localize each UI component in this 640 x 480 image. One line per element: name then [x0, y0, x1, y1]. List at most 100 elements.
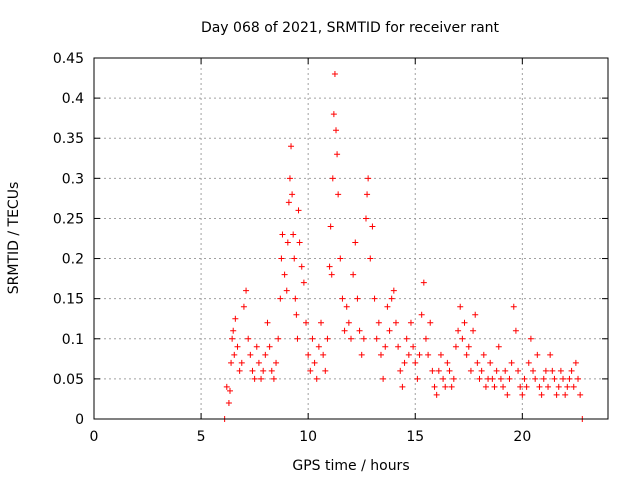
data-point — [495, 343, 502, 350]
x-tick-label: 5 — [197, 429, 206, 445]
data-point — [403, 335, 410, 342]
data-point — [358, 351, 365, 358]
data-point — [335, 191, 342, 198]
data-point — [253, 343, 260, 350]
data-point — [377, 351, 384, 358]
data-point — [364, 191, 371, 198]
data-point — [339, 295, 346, 302]
data-point — [534, 351, 541, 358]
data-point — [517, 383, 524, 390]
data-point — [572, 359, 579, 366]
data-point — [384, 303, 391, 310]
data-point — [329, 175, 336, 182]
data-point — [500, 383, 507, 390]
data-point — [313, 375, 320, 382]
data-point — [538, 391, 545, 398]
data-point — [388, 295, 395, 302]
data-point — [564, 383, 571, 390]
data-point — [330, 111, 337, 118]
y-tick-label: 0.05 — [53, 372, 84, 388]
data-point — [225, 399, 232, 406]
x-tick-label: 10 — [299, 429, 317, 445]
data-point — [444, 359, 451, 366]
data-point — [474, 359, 481, 366]
data-point — [245, 335, 252, 342]
data-point — [348, 335, 354, 342]
data-point — [414, 375, 421, 382]
data-point — [448, 383, 455, 390]
data-point — [521, 375, 528, 382]
data-point — [341, 327, 348, 334]
data-point — [547, 351, 554, 358]
chart-title: Day 068 of 2021, SRMTID for receiver ran… — [201, 20, 500, 36]
data-point — [303, 319, 310, 326]
data-point — [470, 327, 477, 334]
y-tick-label: 0.4 — [62, 91, 84, 107]
data-point — [315, 343, 322, 350]
data-point — [260, 367, 267, 374]
data-point — [530, 367, 537, 374]
data-point — [232, 315, 239, 322]
data-point — [433, 391, 440, 398]
y-tick-labels: 0 0.05 0.1 0.15 0.2 0.25 0.3 0.35 0.4 0.45 — [53, 51, 84, 428]
data-point — [247, 351, 254, 358]
data-point — [273, 359, 280, 366]
data-point — [318, 319, 325, 326]
data-point — [243, 287, 250, 294]
data-point — [286, 175, 293, 182]
data-point — [298, 263, 305, 270]
data-point — [300, 279, 307, 286]
data-point — [373, 335, 380, 342]
data-point — [289, 191, 296, 198]
data-point — [279, 231, 286, 238]
data-point — [491, 383, 498, 390]
data-point — [295, 207, 302, 214]
data-point — [401, 359, 408, 366]
data-point — [497, 375, 504, 382]
data-point — [577, 391, 584, 398]
data-point — [352, 239, 359, 246]
data-points — [221, 71, 586, 422]
data-point — [307, 367, 314, 374]
data-point — [284, 239, 291, 246]
data-point — [425, 351, 432, 358]
data-point — [397, 367, 404, 374]
data-point — [437, 351, 444, 358]
data-point — [382, 343, 389, 350]
y-tick-label: 0 — [75, 412, 84, 428]
data-point — [440, 375, 447, 382]
data-point — [549, 367, 556, 374]
data-point — [489, 375, 496, 382]
data-point — [487, 359, 494, 366]
y-tick-label: 0.45 — [53, 51, 84, 67]
data-point — [542, 367, 549, 374]
data-point — [416, 351, 423, 358]
data-point — [427, 319, 434, 326]
data-point — [375, 319, 382, 326]
data-point — [502, 367, 509, 374]
data-point — [392, 319, 399, 326]
data-point — [309, 335, 316, 342]
x-axis-label: GPS time / hours — [292, 458, 409, 474]
data-point — [386, 327, 393, 334]
data-point — [327, 223, 334, 230]
data-point — [508, 359, 515, 366]
data-point — [293, 311, 300, 318]
data-point — [296, 239, 303, 246]
data-point — [258, 375, 265, 382]
data-point — [326, 263, 333, 270]
data-point — [540, 375, 547, 382]
data-point — [268, 367, 275, 374]
x-tick-label: 20 — [513, 429, 531, 445]
data-point — [553, 391, 560, 398]
data-point — [229, 335, 236, 342]
data-point — [457, 303, 464, 310]
y-tick-label: 0.35 — [53, 131, 84, 147]
data-point — [420, 279, 427, 286]
data-point — [510, 303, 517, 310]
data-point — [290, 231, 297, 238]
data-point — [277, 295, 284, 302]
data-point — [255, 359, 262, 366]
data-point — [431, 383, 438, 390]
data-point — [405, 351, 412, 358]
